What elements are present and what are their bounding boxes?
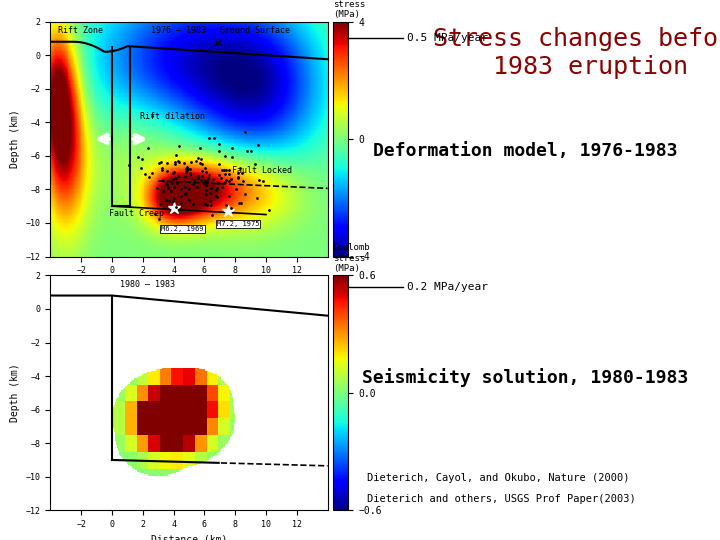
Text: 1976 – 1983: 1976 – 1983	[150, 26, 205, 35]
Text: Deformation model, 1976-1983: Deformation model, 1976-1983	[374, 142, 678, 160]
Text: Stress changes before
1983 eruption: Stress changes before 1983 eruption	[433, 27, 720, 79]
Text: 0.2 MPa/year: 0.2 MPa/year	[407, 282, 488, 292]
Text: Rift dilation: Rift dilation	[140, 112, 204, 121]
Text: Fault Creep: Fault Creep	[109, 209, 164, 218]
Y-axis label: Depth (km): Depth (km)	[10, 110, 20, 168]
X-axis label: Distance (km): Distance (km)	[150, 281, 228, 291]
Text: Seismicity solution, 1980-1983: Seismicity solution, 1980-1983	[362, 368, 689, 388]
Text: Dieterich and others, USGS Prof Paper(2003): Dieterich and others, USGS Prof Paper(20…	[367, 495, 636, 504]
Text: M7.2, 1975: M7.2, 1975	[217, 221, 259, 227]
Text: Fault Locked: Fault Locked	[232, 166, 292, 174]
Text: Coulomb
stress
(MPa): Coulomb stress (MPa)	[333, 0, 370, 19]
Y-axis label: Depth (km): Depth (km)	[10, 363, 20, 422]
Text: Dieterich, Cayol, and Okubo, Nature (2000): Dieterich, Cayol, and Okubo, Nature (200…	[367, 473, 630, 483]
Text: M6.2, 1969: M6.2, 1969	[161, 226, 204, 232]
Text: 1980 – 1983: 1980 – 1983	[120, 280, 175, 289]
X-axis label: Distance (km): Distance (km)	[150, 535, 228, 540]
Text: Ground Surface: Ground Surface	[220, 26, 289, 35]
Text: Rift Zone: Rift Zone	[58, 26, 103, 35]
Text: Coulomb
stress
(MPa): Coulomb stress (MPa)	[333, 244, 370, 273]
Text: 0.5 MPa/year: 0.5 MPa/year	[407, 33, 488, 43]
